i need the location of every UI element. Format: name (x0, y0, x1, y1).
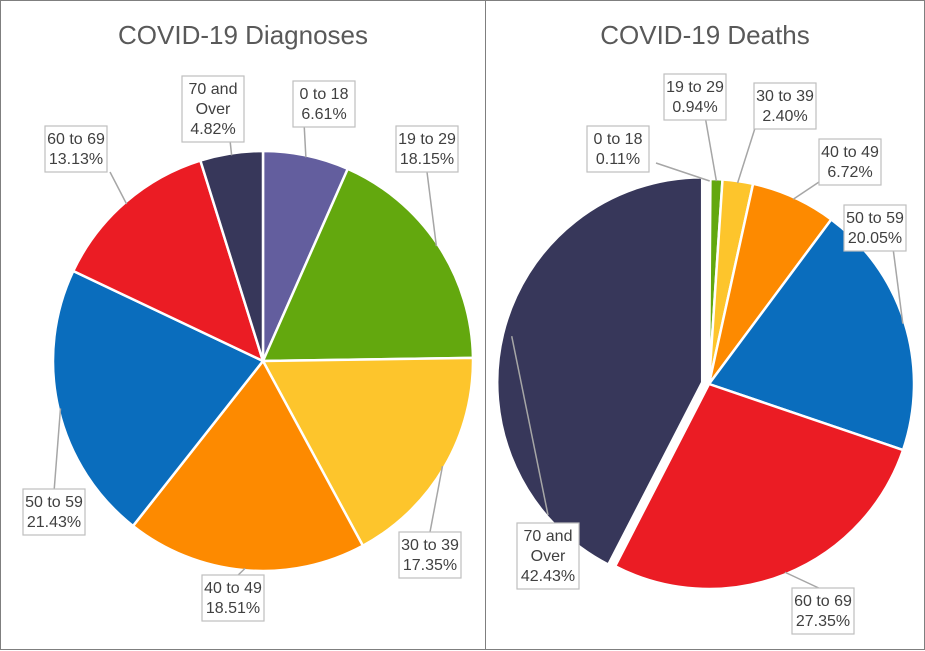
data-label-box-50-to-59 (843, 204, 907, 252)
data-label-category-19-to-29: 19 to 29 (398, 131, 456, 148)
slice-40-to-49 (131, 358, 365, 573)
leader-line-70-and-over (510, 336, 549, 516)
data-label-box-0-to-18 (292, 80, 356, 128)
data-label-box-60-to-69 (44, 125, 108, 173)
slice-70-and-over (495, 176, 704, 567)
leader-line-50-to-59 (892, 247, 904, 324)
slice-60-to-69 (613, 382, 905, 591)
data-label-value-40-to-49: 6.72% (827, 164, 872, 181)
slice-19-to-29 (261, 167, 475, 363)
data-label-value-0-to-18: 0.11% (596, 151, 640, 168)
data-label-box-0-to-18 (586, 125, 650, 173)
data-label-box-40-to-49 (201, 574, 265, 622)
pie-diagnoses: 0 to 18 6.61% 19 to 29 18.15% 30 to 39 17.35%… (22, 75, 475, 622)
data-label-category-30-to-39: 30 to 39 (756, 88, 814, 105)
data-label-box-70-and-over (181, 75, 245, 143)
data-label-box-30-to-39 (753, 82, 817, 130)
leader-line-19-to-29 (704, 115, 718, 182)
data-label-category-30-to-39: 30 to 39 (401, 537, 459, 554)
leader-line-0-to-18 (655, 162, 710, 182)
data-label-value-40-to-49: 18.51% (206, 600, 260, 617)
data-label-value-50-to-59: 20.05% (848, 230, 902, 247)
slice-30-to-39 (260, 356, 475, 548)
data-label-value-30-to-39: 2.40% (762, 108, 807, 125)
leader-line-60-to-69 (784, 571, 824, 591)
data-label-category-60-to-69: 60 to 69 (794, 593, 852, 610)
data-label-category-50-to-59: 50 to 59 (25, 494, 83, 511)
chart-title-deaths: COVID-19 Deaths (600, 20, 810, 50)
leader-line-40-to-49 (792, 179, 823, 200)
data-label-value-70-and-over: 4.82% (190, 121, 235, 138)
data-label-box-30-to-39 (398, 531, 462, 579)
leader-line-30-to-39 (736, 124, 757, 184)
data-label-value-60-to-69: 27.35% (796, 613, 850, 630)
data-label-category-40-to-49: 40 to 49 (204, 580, 262, 597)
data-label-value-70-and-over: 42.43% (521, 568, 575, 585)
data-label-category-19-to-29: 19 to 29 (666, 79, 724, 96)
leader-line-19-to-29 (426, 171, 438, 247)
data-label-category-40-to-49: 40 to 49 (821, 144, 879, 161)
data-label-category-70-and-over: Over (196, 101, 231, 118)
data-label-category-0-to-18: 0 to 18 (594, 131, 643, 148)
chart-title-diagnoses: COVID-19 Diagnoses (118, 20, 368, 50)
data-label-category-70-and-over: Over (531, 548, 566, 565)
leader-line-50-to-59 (53, 408, 62, 493)
leader-line-0-to-18 (303, 121, 307, 158)
data-label-box-50-to-59 (22, 488, 86, 536)
leader-line-60-to-69 (109, 171, 128, 205)
data-label-category-70-and-over: 70 and (524, 528, 573, 545)
data-label-value-50-to-59: 21.43% (27, 514, 81, 531)
data-label-value-60-to-69: 13.13% (49, 151, 103, 168)
data-label-value-19-to-29: 18.15% (400, 151, 454, 168)
data-label-value-30-to-39: 17.35% (403, 557, 457, 574)
pie-deaths: 0 to 18 0.11% 19 to 29 0.94% 30 to 39 2.40% 40… (495, 73, 916, 635)
data-label-category-0-to-18: 0 to 18 (300, 86, 349, 103)
data-label-box-60-to-69 (791, 587, 855, 635)
data-label-box-70-and-over (516, 522, 580, 590)
leader-line-30-to-39 (429, 466, 444, 533)
data-label-category-70-and-over: 70 and (189, 81, 238, 98)
data-label-value-0-to-18: 6.61% (301, 106, 346, 123)
data-label-category-50-to-59: 50 to 59 (846, 210, 904, 227)
slice-50-to-59 (51, 269, 265, 528)
data-label-category-60-to-69: 60 to 69 (47, 131, 105, 148)
data-label-box-19-to-29 (395, 125, 459, 173)
data-label-value-19-to-29: 0.94% (672, 99, 717, 116)
data-label-box-40-to-49 (818, 138, 882, 186)
data-label-box-19-to-29 (663, 73, 727, 121)
